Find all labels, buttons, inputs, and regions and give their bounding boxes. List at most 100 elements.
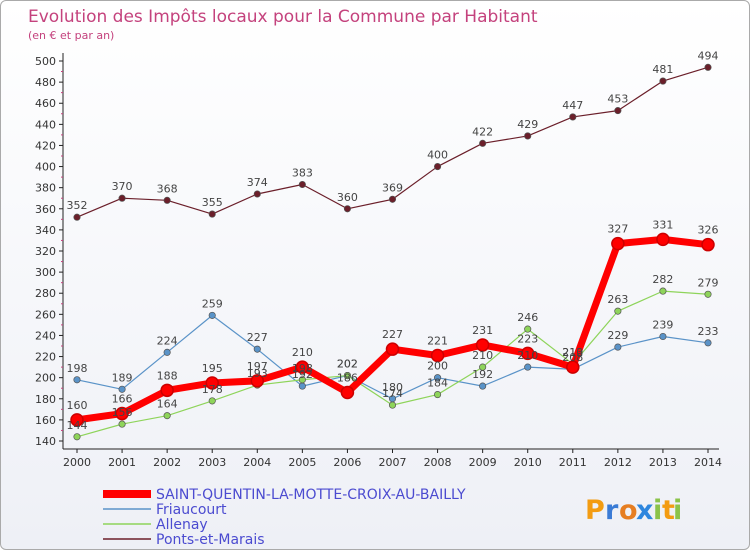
data-label: 186 — [337, 371, 358, 384]
data-point — [343, 205, 351, 213]
y-tick-label: 460 — [35, 97, 56, 110]
data-label: 210 — [472, 349, 493, 362]
data-point — [524, 325, 532, 333]
x-tick-label: 2011 — [559, 456, 587, 469]
data-point — [434, 374, 442, 382]
chart-subtitle: (en € et par an) — [28, 29, 114, 42]
data-label: 213 — [562, 346, 583, 359]
data-point — [479, 363, 487, 371]
brand-letter: r — [605, 495, 619, 526]
data-label: 383 — [292, 167, 313, 180]
data-point — [569, 113, 577, 121]
data-label: 481 — [652, 63, 673, 76]
data-point — [253, 345, 261, 353]
data-label: 210 — [292, 346, 313, 359]
data-label: 210 — [562, 346, 583, 359]
data-label: 453 — [607, 93, 628, 106]
data-label: 400 — [427, 149, 448, 162]
x-tick-label: 2000 — [63, 456, 91, 469]
data-label: 352 — [67, 199, 88, 212]
data-point — [163, 196, 171, 204]
y-tick-label: 480 — [35, 76, 56, 89]
data-point — [298, 180, 306, 189]
series-line-2 — [76, 290, 709, 438]
legend-label: SAINT-QUENTIN-LA-MOTTE-CROIX-AU-BAILLY — [156, 487, 466, 503]
data-label: 233 — [698, 325, 719, 338]
data-point — [208, 397, 216, 405]
data-label: 447 — [562, 99, 583, 112]
data-point — [611, 236, 625, 251]
data-point — [614, 307, 622, 315]
data-label: 184 — [427, 377, 448, 390]
data-point — [524, 132, 532, 140]
data-point — [208, 210, 216, 218]
data-label: 208 — [562, 351, 583, 364]
brand-letter: x — [636, 495, 653, 526]
data-label: 156 — [112, 406, 133, 419]
data-point — [118, 385, 126, 393]
data-point — [70, 413, 84, 427]
data-point — [253, 190, 261, 198]
data-point — [659, 287, 667, 295]
data-point — [430, 348, 445, 363]
data-label: 164 — [157, 398, 178, 411]
data-label: 200 — [427, 360, 448, 373]
data-point — [298, 382, 306, 390]
data-label: 227 — [247, 331, 268, 344]
data-label: 494 — [698, 49, 719, 62]
data-point — [566, 360, 580, 374]
data-point — [656, 232, 670, 247]
data-point — [385, 342, 400, 356]
data-label: 368 — [157, 182, 178, 195]
data-label: 224 — [157, 334, 178, 347]
data-label: 369 — [382, 181, 403, 194]
data-point — [205, 376, 219, 390]
data-point — [73, 376, 81, 384]
data-label: 374 — [247, 176, 268, 189]
brand-letter: P — [585, 495, 605, 526]
y-tick-label: 140 — [35, 435, 56, 448]
y-tick-label: 500 — [35, 55, 56, 68]
data-label: 370 — [112, 180, 133, 193]
data-point — [73, 213, 81, 221]
brand-letter: i — [653, 495, 662, 526]
data-point — [340, 385, 355, 400]
data-label: 429 — [517, 118, 538, 131]
x-tick-label: 2009 — [469, 456, 497, 469]
x-tick-label: 2006 — [333, 456, 361, 469]
x-tick-label: 2001 — [108, 456, 136, 469]
data-label: 160 — [67, 399, 88, 412]
y-tick-label: 400 — [35, 161, 56, 174]
data-label: 231 — [472, 324, 493, 337]
data-point — [298, 376, 306, 384]
y-tick-label: 200 — [35, 372, 56, 385]
data-label: 178 — [202, 383, 223, 396]
y-tick-label: 440 — [35, 118, 56, 131]
x-tick-label: 2007 — [379, 456, 407, 469]
data-point — [343, 372, 351, 380]
data-point — [520, 346, 535, 361]
data-label: 174 — [382, 387, 403, 400]
x-tick-label: 2014 — [694, 456, 722, 469]
x-tick-label: 2008 — [424, 456, 452, 469]
data-label: 210 — [517, 349, 538, 362]
x-tick-label: 2005 — [288, 456, 316, 469]
legend-label: Friaucourt — [156, 502, 227, 518]
data-point — [73, 433, 81, 441]
data-point — [659, 332, 667, 341]
x-tick-label: 2003 — [198, 456, 226, 469]
data-label: 166 — [112, 393, 133, 406]
data-label: 246 — [517, 311, 538, 324]
data-label: 221 — [427, 335, 448, 348]
data-point — [163, 348, 171, 356]
data-label: 355 — [202, 196, 223, 209]
data-point — [115, 406, 129, 421]
data-label: 326 — [698, 224, 719, 237]
data-point — [704, 290, 712, 298]
data-label: 282 — [652, 273, 673, 286]
brand-letter: o — [619, 495, 638, 526]
data-label: 202 — [337, 358, 358, 371]
data-point — [524, 363, 532, 371]
